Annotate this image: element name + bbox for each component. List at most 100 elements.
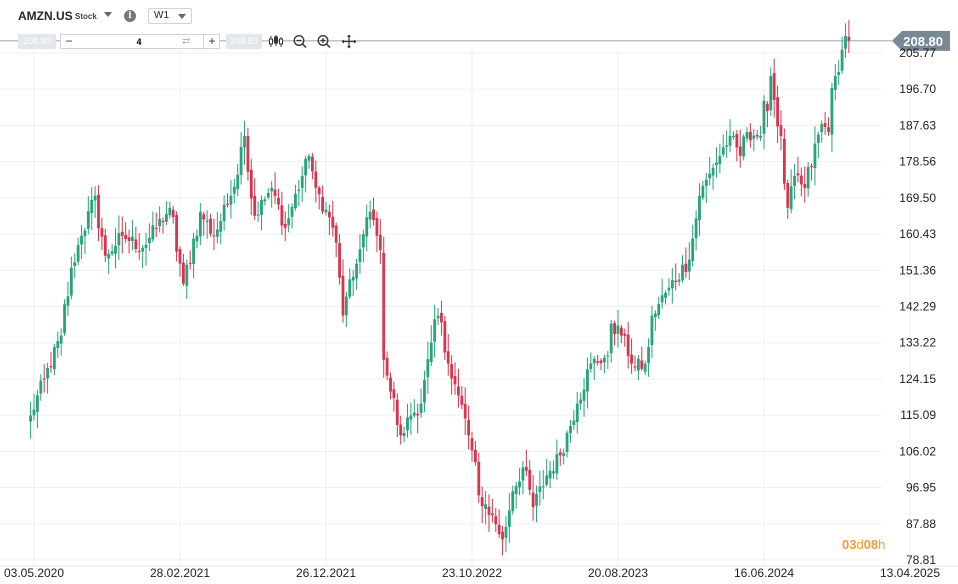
info-icon[interactable]: i [124, 10, 136, 22]
price-tick-label: 187.63 [899, 118, 936, 132]
candle-down [749, 131, 752, 141]
bar-countdown: 03d08h [842, 537, 885, 552]
candle-up [148, 237, 151, 244]
candle-down [103, 235, 107, 256]
symbol-dropdown-icon[interactable] [102, 9, 116, 21]
candle-down [100, 228, 104, 237]
candle-down [684, 263, 688, 272]
candle-up [409, 415, 413, 420]
price-tick-label: 87.88 [906, 517, 936, 531]
candle-down [823, 123, 827, 128]
candle-up [670, 280, 674, 289]
candle-down [623, 333, 627, 336]
candle-down [127, 237, 131, 241]
timeframe-value: W1 [154, 10, 169, 21]
candle-down [772, 73, 776, 100]
decrease-quantity-button[interactable]: − [65, 34, 73, 48]
candle-up [348, 279, 352, 297]
candle-up [433, 319, 437, 342]
candle-up [572, 420, 576, 425]
candle-down [782, 138, 786, 184]
candle-down [470, 438, 474, 451]
candle-down [134, 239, 138, 249]
candle-down [497, 524, 501, 535]
candle-down [395, 399, 399, 426]
candle-up [586, 369, 589, 392]
candle-up [297, 189, 301, 192]
symbol-label[interactable]: AMZN.US [18, 9, 73, 23]
price-tick-label: 142.29 [899, 300, 936, 314]
candle-down [178, 249, 182, 264]
buy-price-button[interactable]: 208.83 [226, 34, 262, 49]
quantity-input[interactable] [79, 35, 199, 48]
candle-up [687, 259, 691, 272]
candle-up [239, 146, 243, 175]
candle-up [436, 315, 440, 319]
price-tick-label: 205.77 [899, 46, 936, 60]
candle-down [283, 224, 287, 228]
candle-down [249, 169, 253, 199]
candle-down [446, 351, 450, 364]
candle-up [816, 134, 820, 143]
candle-down [124, 234, 128, 240]
pan-move-icon[interactable] [341, 34, 357, 49]
candle-down [443, 321, 447, 353]
candle-up [514, 486, 518, 494]
candle-up [73, 262, 77, 266]
candle-up [725, 145, 729, 147]
candle-up [650, 315, 654, 345]
candle-down [375, 217, 379, 236]
zoom-out-icon[interactable] [292, 34, 308, 49]
candle-up [63, 304, 66, 334]
candle-down [338, 243, 341, 278]
time-tick-label: 23.10.2022 [442, 566, 502, 580]
candle-up [579, 399, 583, 404]
timeframe-select[interactable]: W1 [148, 8, 192, 24]
candle-up [664, 292, 667, 298]
candle-up [229, 195, 233, 205]
candle-down [453, 376, 457, 385]
candle-up [429, 342, 433, 363]
candle-down [392, 389, 396, 399]
candle-up [355, 263, 358, 279]
candle-up [215, 229, 219, 237]
swap-icon[interactable]: ⇄ [182, 36, 191, 47]
candle-up [351, 276, 355, 281]
price-tick-label: 151.36 [899, 263, 936, 277]
candle-up [538, 486, 542, 493]
candle-up [236, 174, 240, 189]
candle-down [49, 366, 53, 368]
candle-down [181, 262, 185, 284]
candle-down [528, 469, 532, 490]
sell-price-button[interactable]: 208.80 [18, 34, 56, 49]
increase-quantity-button[interactable]: + [208, 34, 216, 48]
candle-up [701, 185, 705, 198]
candle-up [90, 199, 94, 214]
candle-up [742, 136, 746, 157]
candle-up [66, 296, 70, 306]
candle-up [711, 167, 715, 176]
candle-up [110, 251, 114, 254]
zoom-in-icon[interactable] [316, 34, 332, 49]
candle-up [117, 233, 121, 246]
candle-down [460, 395, 464, 405]
instrument-header: AMZN.US Stock i W1 [0, 0, 958, 32]
candle-up [141, 247, 145, 252]
candle-up [643, 363, 647, 372]
candle-down [314, 171, 318, 188]
candle-down [385, 358, 389, 376]
time-tick-label: 26.12.2021 [296, 566, 356, 580]
candles-icon[interactable] [268, 34, 284, 49]
candle-down [463, 403, 467, 419]
price-tick-label: 78.81 [906, 553, 936, 567]
candle-up [718, 156, 722, 165]
candle-down [847, 36, 851, 41]
candle-up [419, 403, 423, 413]
candle-up [219, 221, 223, 232]
candle-up [545, 475, 549, 485]
candle-up [426, 359, 430, 378]
candle-down [188, 262, 192, 264]
candle-up [83, 230, 87, 237]
candle-up [681, 264, 684, 280]
